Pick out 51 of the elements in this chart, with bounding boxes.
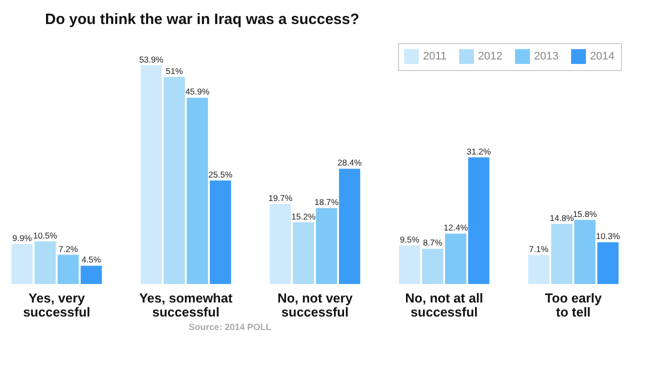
bar — [58, 254, 79, 284]
bar — [80, 266, 102, 284]
bar — [338, 168, 360, 284]
bar — [11, 244, 33, 284]
bar — [316, 208, 338, 284]
bar — [468, 157, 490, 284]
bar — [164, 77, 185, 284]
data-label: 7.2% — [58, 244, 78, 254]
data-label: 7.1% — [529, 244, 549, 254]
data-label: 51% — [166, 66, 184, 76]
bar — [574, 220, 596, 284]
data-label: 15.2% — [291, 211, 316, 222]
x-tick-label: Yes, somewhat successful — [139, 290, 234, 320]
bar — [528, 255, 550, 284]
source-note: Source: 2014 POLL — [188, 322, 272, 332]
data-label: 19.7% — [268, 193, 293, 204]
legend-label: 2013 — [534, 50, 558, 63]
data-label: 4.5% — [82, 254, 102, 265]
data-label: 18.7% — [314, 197, 340, 208]
bar — [445, 234, 466, 284]
bar — [140, 65, 162, 284]
legend-label: 2012 — [478, 50, 502, 63]
data-label: 9.5% — [400, 234, 420, 244]
data-label: 14.8% — [550, 212, 574, 223]
data-label: 53.9% — [139, 54, 164, 64]
legend-label: 2014 — [590, 50, 614, 63]
chart-title: Do you think the war in Iraq was a success? — [45, 11, 360, 28]
bar — [186, 98, 208, 284]
data-label: 8.7% — [422, 238, 443, 248]
data-label: 10.5% — [33, 230, 58, 240]
data-label: 9.9% — [12, 232, 32, 243]
bar — [210, 180, 232, 284]
legend-label: 2011 — [423, 50, 447, 63]
x-tick-label: Yes, very successful — [23, 290, 90, 320]
data-label: 45.9% — [185, 86, 210, 97]
data-label: 31.2% — [466, 146, 492, 156]
bar — [292, 222, 314, 284]
bar — [597, 242, 619, 284]
bar — [34, 241, 56, 284]
data-label: 15.8% — [572, 208, 598, 219]
x-tick-label: No, not very successful — [277, 290, 354, 320]
bar — [551, 224, 572, 284]
data-label: 25.5% — [208, 170, 233, 180]
x-tick-label: Too early to tell — [544, 290, 603, 320]
bar — [422, 248, 444, 284]
bar — [270, 204, 292, 284]
data-label: 10.3% — [596, 231, 620, 242]
x-tick-label: No, not at all successful — [405, 290, 484, 320]
data-label: 12.4% — [444, 222, 468, 233]
data-label: 28.4% — [338, 158, 362, 168]
bar — [398, 245, 420, 284]
